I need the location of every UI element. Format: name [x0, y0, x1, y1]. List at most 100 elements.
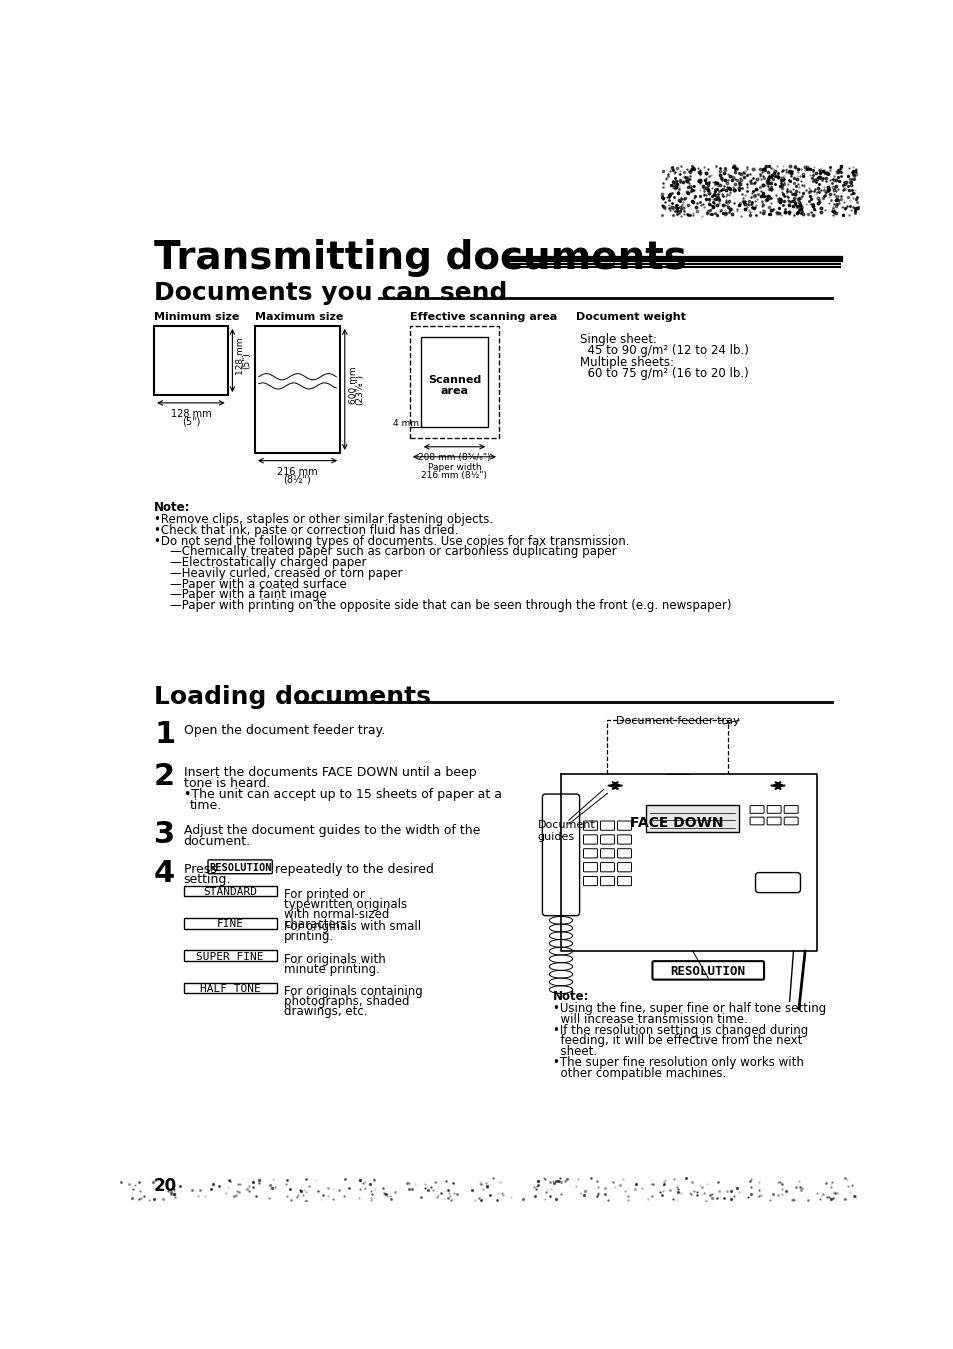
Text: Insert the documents FACE DOWN until a beep: Insert the documents FACE DOWN until a b…	[183, 766, 476, 780]
Text: For originals containing: For originals containing	[284, 985, 422, 998]
Text: (8½"): (8½")	[283, 475, 311, 484]
Text: feeding, it will be effective from the next: feeding, it will be effective from the n…	[553, 1035, 801, 1047]
Text: Document weight: Document weight	[576, 312, 685, 322]
Text: (23⅞"): (23⅞")	[355, 374, 363, 405]
Bar	[410, 326, 498, 437]
FancyBboxPatch shape	[617, 822, 631, 830]
Text: Note:: Note:	[553, 990, 589, 1002]
Text: •The super fine resolution only works with: •The super fine resolution only works wi…	[553, 1056, 803, 1068]
Text: other compatible machines.: other compatible machines.	[553, 1067, 726, 1079]
Text: —Paper with printing on the opposite side that can be seen through the front (e.: —Paper with printing on the opposite sid…	[170, 599, 730, 612]
Text: •Check that ink, paste or correction fluid has dried.: •Check that ink, paste or correction flu…	[154, 523, 458, 537]
Text: sheet.: sheet.	[553, 1045, 597, 1058]
FancyBboxPatch shape	[617, 862, 631, 871]
Text: HALF TONE: HALF TONE	[199, 983, 260, 994]
Text: (5"): (5")	[182, 417, 200, 426]
Text: FINE: FINE	[216, 919, 243, 929]
Text: 1: 1	[154, 720, 175, 749]
FancyBboxPatch shape	[652, 960, 763, 979]
Bar	[645, 805, 739, 832]
FancyBboxPatch shape	[583, 835, 597, 844]
Text: •If the resolution setting is changed during: •If the resolution setting is changed du…	[553, 1024, 807, 1036]
Text: characters.: characters.	[284, 919, 351, 931]
Text: 128 mm: 128 mm	[171, 409, 211, 420]
Text: repeatedly to the desired: repeatedly to the desired	[274, 862, 434, 876]
Text: —Electrostatically charged paper: —Electrostatically charged paper	[170, 556, 366, 569]
FancyBboxPatch shape	[542, 795, 579, 916]
Text: tone is heard.: tone is heard.	[183, 777, 270, 791]
FancyBboxPatch shape	[583, 862, 597, 871]
FancyBboxPatch shape	[583, 822, 597, 830]
Text: 60 to 75 g/m² (16 to 20 lb.): 60 to 75 g/m² (16 to 20 lb.)	[579, 367, 748, 380]
Text: 3: 3	[154, 820, 175, 850]
Text: 4 mm: 4 mm	[393, 420, 418, 428]
Text: Transmitting documents: Transmitting documents	[154, 239, 686, 277]
Text: typewritten originals: typewritten originals	[284, 898, 407, 911]
Text: Open the document feeder tray.: Open the document feeder tray.	[183, 724, 384, 737]
Text: minute printing.: minute printing.	[284, 963, 380, 975]
Text: 4: 4	[154, 859, 175, 888]
Bar	[183, 919, 276, 929]
Text: —Paper with a coated surface: —Paper with a coated surface	[170, 577, 346, 591]
Text: Multiple sheets:: Multiple sheets:	[579, 356, 674, 368]
FancyBboxPatch shape	[599, 835, 614, 844]
Text: —Chemically treated paper such as carbon or carbonless duplicating paper: —Chemically treated paper such as carbon…	[170, 545, 616, 558]
Text: Loading documents: Loading documents	[154, 685, 431, 710]
Text: Adjust the document guides to the width of the: Adjust the document guides to the width …	[183, 824, 479, 838]
Text: Document feeder tray: Document feeder tray	[615, 716, 739, 726]
Text: with normal-sized: with normal-sized	[284, 908, 389, 921]
Text: •The unit can accept up to 15 sheets of paper at a: •The unit can accept up to 15 sheets of …	[183, 788, 501, 801]
Text: 216 mm (8½"): 216 mm (8½")	[421, 471, 487, 480]
Text: time.: time.	[190, 799, 222, 812]
Text: Documents you can send: Documents you can send	[154, 281, 507, 305]
FancyBboxPatch shape	[766, 817, 781, 824]
Text: For printed or: For printed or	[284, 888, 365, 901]
Text: photographs, shaded: photographs, shaded	[284, 996, 410, 1008]
Bar	[183, 950, 276, 960]
Text: •Remove clips, staples or other similar fastening objects.: •Remove clips, staples or other similar …	[154, 513, 493, 526]
Text: RESOLUTION: RESOLUTION	[670, 965, 745, 978]
Text: Effective scanning area: Effective scanning area	[410, 312, 557, 322]
FancyBboxPatch shape	[599, 849, 614, 858]
Text: Note:: Note:	[154, 500, 191, 514]
Text: 128 mm: 128 mm	[236, 339, 245, 375]
FancyBboxPatch shape	[617, 849, 631, 858]
FancyBboxPatch shape	[583, 849, 597, 858]
Bar	[154, 326, 228, 395]
Text: RESOLUTION: RESOLUTION	[209, 862, 271, 873]
FancyBboxPatch shape	[783, 817, 798, 824]
FancyBboxPatch shape	[599, 877, 614, 886]
Text: Press: Press	[183, 862, 220, 876]
Text: will increase transmission time.: will increase transmission time.	[553, 1013, 747, 1025]
FancyBboxPatch shape	[749, 817, 763, 824]
Text: Single sheet:: Single sheet:	[579, 333, 657, 345]
Text: 20: 20	[154, 1176, 177, 1195]
FancyBboxPatch shape	[208, 859, 272, 874]
Text: 2: 2	[154, 762, 175, 792]
FancyBboxPatch shape	[583, 877, 597, 886]
Text: Maximum size: Maximum size	[254, 312, 343, 322]
Bar	[183, 886, 276, 897]
FancyBboxPatch shape	[617, 877, 631, 886]
Text: (5"): (5")	[242, 352, 252, 370]
Text: Paper width: Paper width	[427, 463, 480, 472]
Bar	[420, 337, 488, 426]
Text: printing.: printing.	[284, 931, 335, 943]
Text: 216 mm: 216 mm	[277, 467, 317, 476]
Text: •Using the fine, super fine or half tone setting: •Using the fine, super fine or half tone…	[553, 1002, 825, 1014]
FancyBboxPatch shape	[755, 873, 800, 893]
FancyBboxPatch shape	[783, 805, 798, 813]
Text: —Heavily curled, creased or torn paper: —Heavily curled, creased or torn paper	[170, 567, 402, 580]
Text: document.: document.	[183, 835, 251, 849]
Text: FACE DOWN: FACE DOWN	[630, 816, 723, 831]
Text: 45 to 90 g/m² (12 to 24 lb.): 45 to 90 g/m² (12 to 24 lb.)	[579, 344, 748, 357]
Text: SUPER FINE: SUPER FINE	[196, 951, 264, 962]
Text: For originals with small: For originals with small	[284, 920, 421, 934]
Text: —Paper with a faint image: —Paper with a faint image	[170, 588, 326, 602]
Text: setting.: setting.	[183, 873, 231, 886]
Text: drawings, etc.: drawings, etc.	[284, 1005, 368, 1018]
Bar	[183, 982, 276, 993]
Text: Minimum size: Minimum size	[154, 312, 239, 322]
Text: 208 mm (8¾/₆"): 208 mm (8¾/₆")	[417, 453, 490, 461]
FancyBboxPatch shape	[617, 835, 631, 844]
